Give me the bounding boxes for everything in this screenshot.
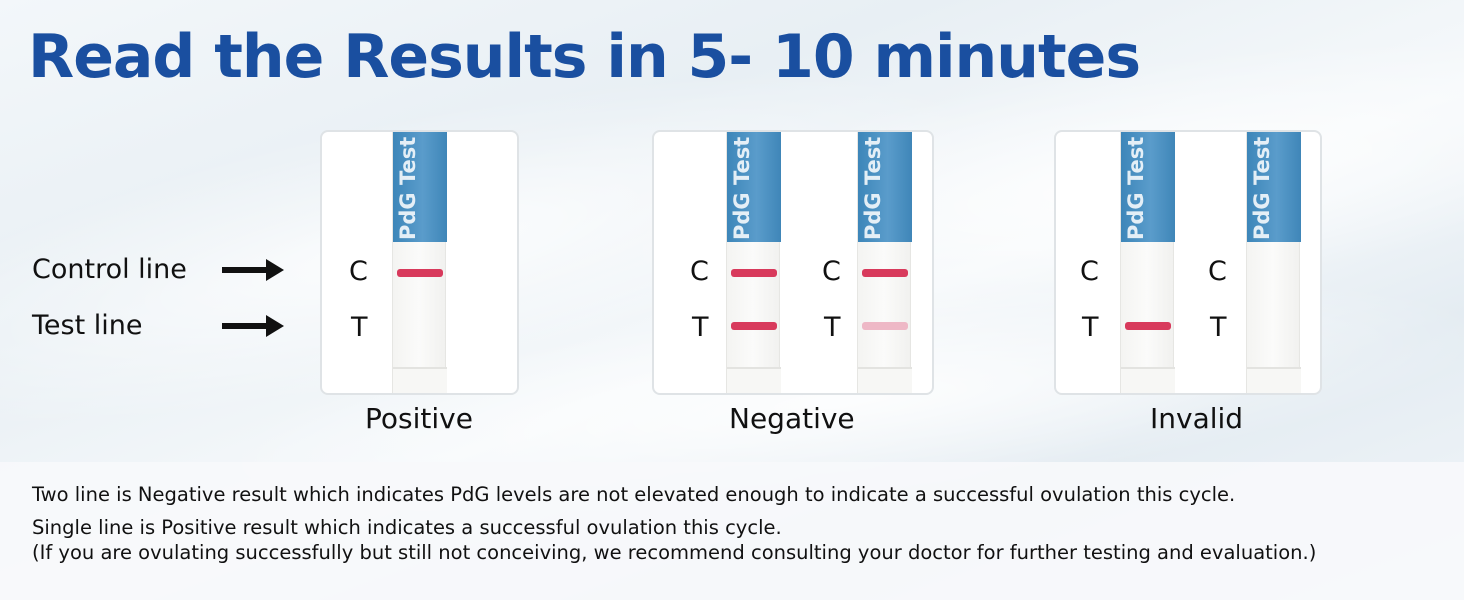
positive-label: Positive (365, 402, 473, 435)
control-line-mark (731, 269, 777, 277)
invalid-label: Invalid (1150, 402, 1244, 435)
control-letter: C (822, 256, 841, 287)
test-letter: T (1082, 312, 1099, 343)
negative-note: Two line is Negative result which indica… (32, 483, 1236, 506)
strip-end (858, 367, 912, 393)
notes-panel: Two line is Negative result which indica… (0, 462, 1464, 600)
page-title: Read the Results in 5- 10 minutes (28, 22, 1141, 92)
arrow-right-icon (222, 314, 284, 337)
test-letter: T (692, 312, 709, 343)
negative-label: Negative (729, 402, 855, 435)
test-strip: PdG Test (1246, 132, 1301, 393)
strip-brand-label: PdG Test (727, 132, 781, 242)
invalid-result-card: C T PdG Test C T PdG Test (1054, 130, 1322, 395)
test-line-mark (731, 322, 777, 330)
strip-brand-label: PdG Test (393, 132, 447, 242)
strip-end (727, 367, 781, 393)
strip-brand-label: PdG Test (1247, 132, 1301, 242)
test-strip: PdG Test (1120, 132, 1175, 393)
control-line-mark (397, 269, 443, 277)
positive-result-card: C T PdG Test (320, 130, 519, 395)
test-strip: PdG Test (857, 132, 912, 393)
test-letter: T (1210, 312, 1227, 343)
test-strip: PdG Test (726, 132, 781, 393)
strip-brand-label: PdG Test (858, 132, 912, 242)
strip-end (1247, 367, 1301, 393)
arrow-right-icon (222, 258, 284, 281)
test-line-legend: Test line (32, 310, 284, 341)
test-strip: PdG Test (392, 132, 447, 393)
positive-note: Single line is Positive result which ind… (32, 516, 782, 539)
strip-end (393, 367, 447, 393)
test-letter: T (824, 312, 841, 343)
test-line-mark (862, 322, 908, 330)
control-line-mark (862, 269, 908, 277)
control-letter: C (1080, 256, 1099, 287)
control-letter: C (690, 256, 709, 287)
control-letter: C (1208, 256, 1227, 287)
control-line-label: Control line (32, 254, 187, 285)
test-line-label: Test line (32, 310, 143, 341)
test-line-mark (1125, 322, 1171, 330)
strip-end (1121, 367, 1175, 393)
test-letter: T (351, 312, 368, 343)
strip-brand-label: PdG Test (1121, 132, 1175, 242)
advice-note: (If you are ovulating successfully but s… (32, 541, 1317, 564)
negative-result-card: C T PdG Test C T PdG Test (652, 130, 934, 395)
control-line-legend: Control line (32, 254, 284, 285)
control-letter: C (349, 256, 368, 287)
